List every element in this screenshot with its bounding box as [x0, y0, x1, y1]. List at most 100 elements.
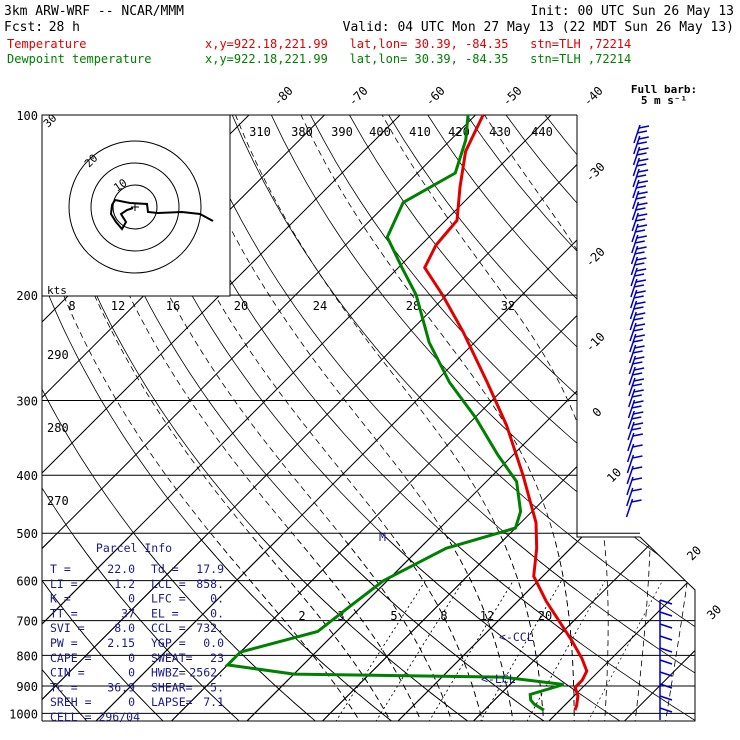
parcel-row-9-col-2: LAPSE=: [151, 695, 193, 709]
wind-barb: [629, 322, 646, 342]
mixing-ratio-label-5: 28: [406, 299, 420, 313]
hodograph-ring-label-10: 10: [111, 176, 129, 194]
parcel-row-3-col-3: 0.: [210, 606, 224, 620]
header-init: Init: 00 UTC Sun 26 May 13: [531, 4, 735, 19]
parcel-row-1-col-1: 1.2: [114, 577, 135, 591]
theta-e-label-7: 440: [531, 125, 553, 139]
wind-barb: [659, 611, 673, 624]
temperature-trace: [422, 114, 589, 711]
wind-barb: [627, 399, 644, 419]
theta-e-label-1: 380: [291, 125, 313, 139]
parcel-row-4-col-2: CCL =: [151, 621, 186, 635]
parcel-row-2-col-1: 0: [128, 592, 135, 606]
hodograph-ring-20: [90, 162, 180, 252]
theta-e-label-2: 390: [331, 125, 353, 139]
pressure-label-900: 900: [16, 680, 38, 694]
parcel-row-4-col-3: 732.: [196, 621, 224, 635]
adiabat-label-2: 270: [47, 494, 69, 508]
wind-barb: [629, 311, 646, 331]
parcel-row-2-col-3: 0.: [210, 592, 224, 606]
mixing-ratio-label-4: 24: [313, 299, 327, 313]
pressure-label-600: 600: [16, 575, 38, 589]
wind-barb: [659, 695, 673, 708]
theta-e-label-4: 410: [409, 125, 431, 139]
parcel-row-6-col-0: CAPE =: [50, 651, 92, 665]
m-marker: M: [379, 530, 386, 544]
adiabat-label-0: 290: [47, 348, 69, 362]
wind-barb: [631, 201, 648, 221]
wind-barb: [659, 647, 673, 660]
wind-barb: [630, 267, 647, 287]
parcel-row-7-col-3: 2562.: [189, 666, 224, 680]
wind-barb: [659, 707, 673, 720]
wind-barb: [631, 190, 648, 210]
wind-barb: [632, 146, 649, 166]
mixing-ratio-low-label-1: 3: [337, 609, 344, 623]
header-fcst-label: Fcst:: [4, 20, 43, 35]
header-fcst-value: 28 h: [49, 20, 80, 35]
parcel-row-8-col-2: SHEAR=: [151, 680, 193, 694]
wind-barb: [628, 366, 645, 386]
wind-barb: [627, 410, 644, 430]
wind-barb: [659, 683, 673, 696]
legend-temperature-name: Temperature: [7, 37, 86, 51]
hodograph-trace: [109, 198, 214, 231]
wind-barb: [631, 212, 648, 232]
wind-barb: [659, 599, 673, 612]
parcel-row-7-col-2: HWBZ=: [151, 666, 186, 680]
hodograph-ring-10: [112, 184, 158, 230]
parcel-row-5-col-0: PW =: [50, 636, 78, 650]
wind-barb: [630, 256, 647, 276]
wind-barb: [659, 635, 673, 648]
wind-barb: [630, 278, 647, 298]
pressure-label-700: 700: [16, 615, 38, 629]
mixing-ratio-low-label-5: 20: [538, 609, 552, 623]
pressure-label-200: 200: [16, 289, 38, 303]
parcel-row-3-col-1: 37: [121, 606, 135, 620]
parcel-row-0-col-2: Td =: [151, 562, 179, 576]
wind-barb: [659, 671, 673, 684]
mixing-ratio-low-label-2: 5: [390, 609, 397, 623]
theta-e-label-0: 310: [249, 125, 271, 139]
wind-barb: [625, 498, 642, 518]
wind-barb: [629, 300, 646, 320]
parcel-row-9-col-3: 7.1: [203, 695, 224, 709]
theta-e-label-3: 400: [369, 125, 391, 139]
wind-barb: [628, 344, 645, 364]
header-model: 3km ARW-WRF -- NCAR/MMM: [4, 4, 184, 19]
lcl-marker: <-LCL: [481, 672, 516, 686]
wind-barb: [631, 234, 647, 254]
wind-barb: [629, 333, 645, 353]
wind-barb: [659, 623, 673, 636]
parcel-row-4-col-0: SVI =: [50, 621, 85, 635]
parcel-row-3-col-0: TT =: [50, 606, 78, 620]
wind-barb: [632, 157, 649, 177]
pressure-label-400: 400: [16, 469, 38, 483]
parcel-row-4-col-1: 8.0: [114, 621, 135, 635]
parcel-row-9-col-1: 0: [128, 695, 135, 709]
parcel-info-panel: Parcel Info T = 22.0 Td = 17.9 LI = 1.2 LCL = 8…: [50, 541, 224, 724]
legend-temperature-info: x,y=922.18,221.99 lat,lon= 30.39, -84.35…: [205, 37, 631, 51]
parcel-row-8-col-1: 36.9: [107, 680, 135, 694]
mixing-ratio-label-3: 20: [234, 299, 248, 313]
parcel-row-0-col-1: 22.0: [107, 562, 135, 576]
wind-barb: [626, 443, 643, 463]
wind-barbs: [625, 124, 673, 720]
parcel-row-6-col-2: SWEAT=: [151, 651, 193, 665]
wind-barb: [626, 465, 643, 485]
wind-barb: [630, 245, 647, 265]
parcel-row-6-col-3: 23: [210, 651, 224, 665]
parcel-row-1-col-2: LCL =: [151, 577, 186, 591]
parcel-row-2-col-2: LFC =: [151, 592, 186, 606]
pressure-label-100: 100: [16, 109, 38, 123]
wind-barb: [659, 659, 673, 672]
pressure-label-500: 500: [16, 527, 38, 541]
mixing-ratio-label-6: 32: [501, 299, 515, 313]
wind-barb: [626, 487, 642, 507]
wind-barb: [628, 377, 645, 397]
wind-note-line1: Full barb:: [631, 83, 697, 96]
parcel-row-2-col-0: K =: [50, 592, 71, 606]
pressure-label-300: 300: [16, 394, 38, 408]
parcel-row-5-col-1: 2.15: [107, 636, 135, 650]
hodograph-ring-30: [68, 140, 202, 274]
